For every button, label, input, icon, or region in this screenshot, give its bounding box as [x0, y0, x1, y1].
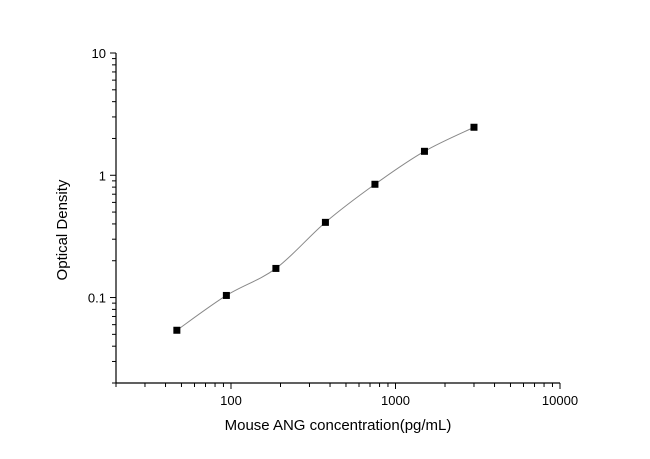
fit-curve: [176, 126, 475, 331]
x-tick-label: 1000: [381, 393, 410, 408]
y-tick-label: 10: [92, 46, 106, 61]
data-point: [321, 218, 329, 226]
y-tick-label: 0.1: [88, 291, 106, 306]
data-point: [420, 147, 428, 155]
data-points: [173, 123, 478, 334]
x-tick-label: 10000: [542, 393, 578, 408]
data-point: [173, 326, 181, 334]
data-point: [272, 264, 280, 272]
data-point: [222, 291, 230, 299]
data-point: [371, 180, 379, 188]
y-tick-label: 1: [99, 168, 106, 183]
data-point: [470, 123, 478, 131]
axes: 100 1000 10000 0.1 1 10: [88, 46, 578, 408]
x-axis-title: Mouse ANG concentration(pg/mL): [225, 417, 452, 434]
y-axis-title: Optical Density: [54, 179, 71, 280]
x-tick-label: 100: [220, 393, 242, 408]
